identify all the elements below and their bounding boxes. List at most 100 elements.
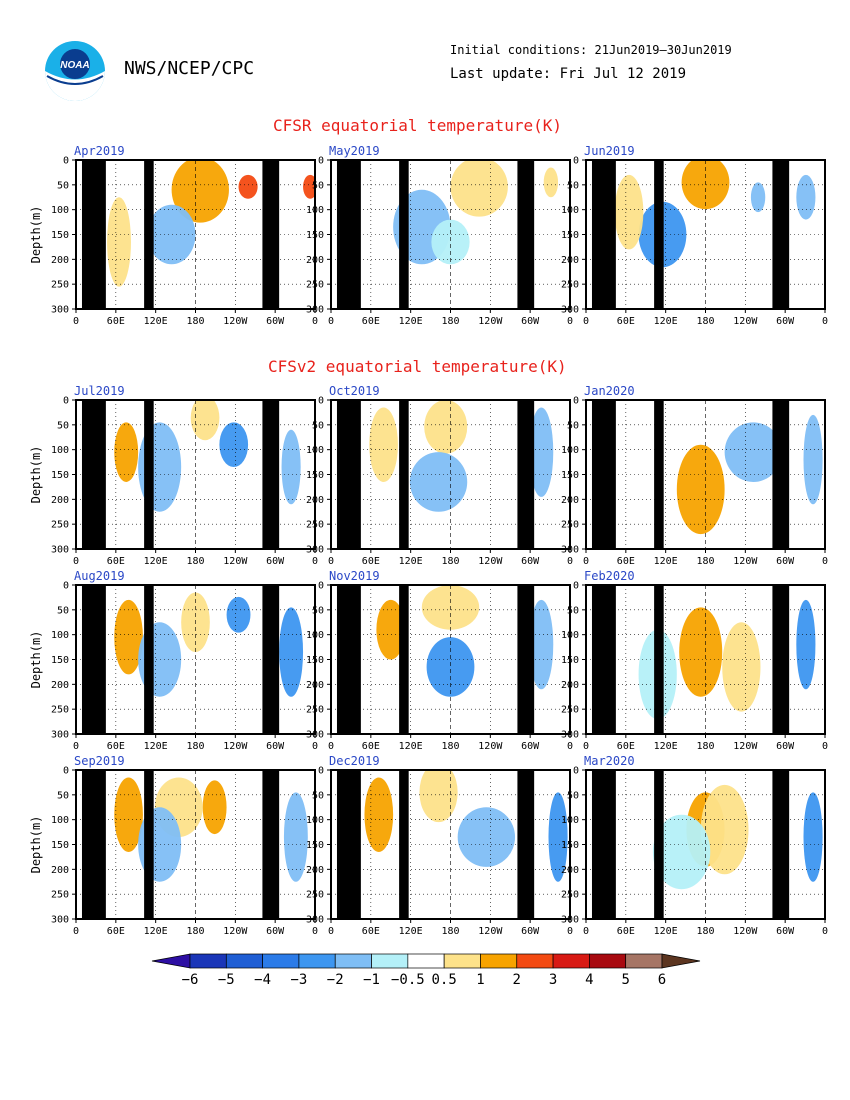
x-tick-label: 180 [186,316,204,327]
panel-field [336,400,554,549]
x-tick-label: 60E [617,741,635,752]
land-mask [772,770,790,919]
land-mask [591,585,616,734]
colorbar-segment [552,953,590,969]
y-axis-label: Depth(m) [29,816,43,874]
y-tick-label: 50 [312,180,324,191]
y-tick-label: 200 [51,680,69,691]
y-tick-label: 250 [561,520,579,531]
y-tick-label: 250 [306,705,324,716]
x-tick-label: 0 [312,316,318,327]
anomaly-region [548,792,568,882]
anomaly-region [303,174,315,199]
anomaly-region [450,160,508,217]
y-tick-label: 100 [306,205,324,216]
land-mask [336,770,361,919]
x-tick-label: 0 [73,926,79,937]
panel-field [81,160,315,309]
y-tick-label: 200 [306,865,324,876]
x-tick-label: 120E [654,741,678,752]
x-tick-label: 120W [478,316,503,327]
y-tick-label: 150 [561,840,579,851]
colorbar-segment [371,953,409,969]
colorbar-segment [334,953,372,969]
panel-title: Feb2020 [584,569,635,583]
x-tick-label: 0 [567,556,573,567]
anomaly-region [238,174,258,199]
y-tick-label: 200 [51,495,69,506]
x-tick-label: 60E [107,926,125,937]
panel-field [336,770,568,919]
y-tick-label: 150 [306,840,324,851]
x-tick-label: 180 [186,556,204,567]
x-tick-label: 60W [266,556,285,567]
panel-title: Nov2019 [329,569,380,583]
panel-field [81,585,304,734]
y-tick-label: 100 [306,630,324,641]
x-tick-label: 60W [521,316,540,327]
y-tick-label: 300 [561,305,579,316]
x-tick-label: 120W [223,926,248,937]
colorbar-segment [189,953,227,969]
anomaly-region [190,400,220,441]
colorbar-segment [407,953,445,969]
x-tick-label: 0 [312,741,318,752]
panel-apr2019: Apr2019 0 50 100 150 200 250 300 0 60E 120E 180 120W… [29,144,318,327]
x-tick-label: 0 [328,556,334,567]
colorbar-label: −3 [290,972,307,988]
x-tick-label: 120E [144,926,168,937]
colorbar-segment [589,953,627,969]
x-tick-label: 60W [521,926,540,937]
y-tick-label: 300 [306,730,324,741]
x-tick-label: 60W [776,926,795,937]
land-mask [336,160,361,309]
anomaly-region [679,607,723,697]
x-tick-label: 0 [583,741,589,752]
noaa-logo-text: NOAA [60,60,89,71]
y-tick-label: 250 [561,705,579,716]
y-tick-label: 150 [51,655,69,666]
y-tick-label: 0 [63,766,69,777]
land-mask [591,160,616,309]
x-tick-label: 180 [441,926,459,937]
y-tick-label: 0 [63,156,69,167]
x-tick-label: 0 [73,556,79,567]
land-mask [517,160,535,309]
panel-title: Aug2019 [74,569,125,583]
y-axis-label: Depth(m) [29,631,43,689]
y-tick-label: 50 [567,790,579,801]
x-tick-label: 60E [362,316,380,327]
y-tick-label: 100 [51,815,69,826]
y-tick-label: 50 [567,605,579,616]
y-tick-label: 200 [561,495,579,506]
anomaly-region [543,167,559,198]
y-tick-label: 250 [306,280,324,291]
y-tick-label: 0 [573,156,579,167]
anomaly-region [419,770,458,823]
y-tick-label: 100 [51,630,69,641]
y-tick-label: 200 [51,865,69,876]
y-tick-label: 300 [51,545,69,556]
x-tick-label: 0 [312,926,318,937]
panel-title: Apr2019 [74,144,125,158]
anomaly-region [722,622,761,712]
y-tick-label: 250 [51,520,69,531]
x-tick-label: 60W [776,556,795,567]
y-tick-label: 100 [51,445,69,456]
panel-field [336,585,554,734]
land-mask [262,400,280,549]
panel-title: Oct2019 [329,384,380,398]
land-mask [517,770,535,919]
y-tick-label: 150 [51,470,69,481]
x-tick-label: 0 [328,316,334,327]
anomaly-region [283,792,308,882]
y-tick-label: 200 [51,255,69,266]
x-tick-label: 120W [223,741,248,752]
y-tick-label: 50 [312,790,324,801]
y-axis-label: Depth(m) [29,446,43,504]
panel-title: Jul2019 [74,384,125,398]
x-tick-label: 120W [733,926,758,937]
colorbar-label: 0.5 [432,972,457,988]
x-tick-label: 0 [73,316,79,327]
